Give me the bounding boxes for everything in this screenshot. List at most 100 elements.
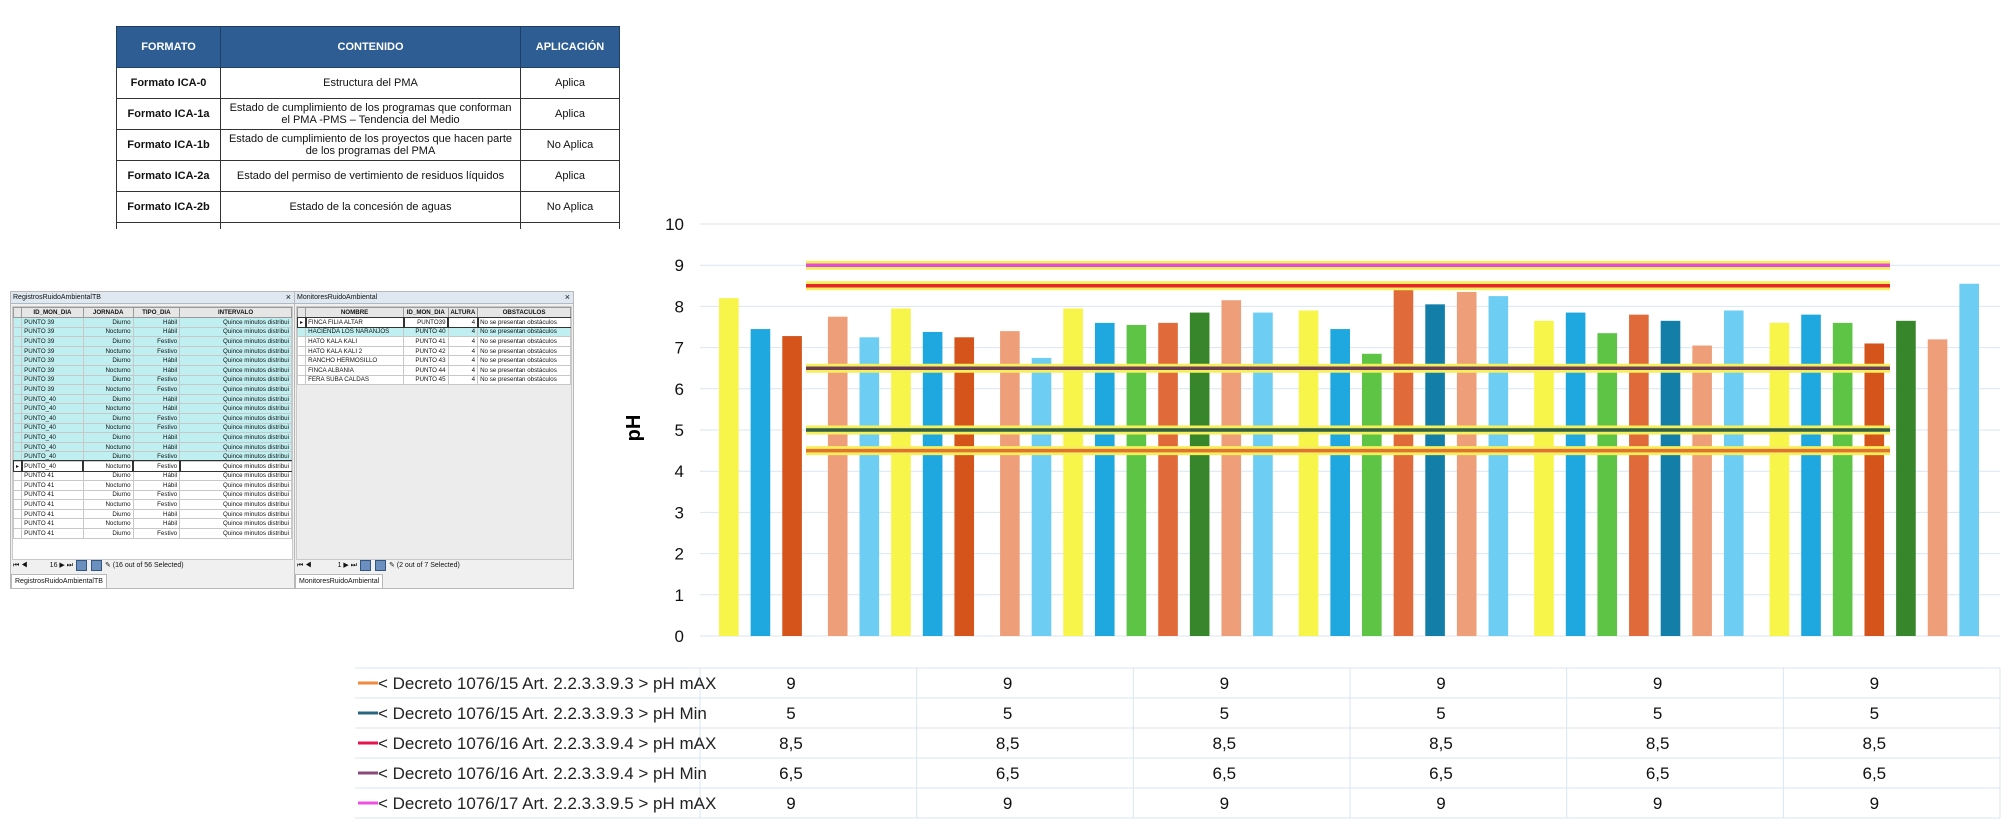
bar bbox=[1723, 310, 1744, 636]
prev-record-icon[interactable]: ◀ bbox=[21, 562, 28, 569]
last-record-icon[interactable]: ⏭ bbox=[350, 562, 358, 569]
format-table-header: FORMATO CONTENIDO APLICACIÓN bbox=[116, 26, 620, 68]
monitores-titlebar[interactable]: MonitoresRuidoAmbiental × bbox=[295, 292, 573, 304]
close-icon[interactable]: × bbox=[285, 292, 291, 302]
monitores-grid[interactable]: NOMBRE ID_MON_DIA ALTURA OBSTACULOS ▸ FIN… bbox=[296, 306, 572, 560]
bar bbox=[1221, 300, 1242, 636]
monitores-window[interactable]: MonitoresRuidoAmbiental × NOMBRE ID_MON_… bbox=[294, 291, 574, 589]
show-selected-icon[interactable] bbox=[374, 559, 386, 571]
monitores-tab[interactable]: MonitoresRuidoAmbiental bbox=[295, 574, 384, 589]
reference-lines bbox=[806, 260, 1890, 456]
table-row[interactable]: FERA SUBA CALDAS PUNTO 45 4 No se presentan… bbox=[297, 374, 571, 386]
format-code: Formato ICA-2a bbox=[116, 160, 221, 192]
series-value: 9 bbox=[1003, 674, 1012, 693]
table-cell[interactable]: FERA SUBA CALDAS bbox=[305, 374, 405, 386]
data-table: < Decreto 1076/15 Art. 2.2.3.3.9.3 > pH … bbox=[355, 667, 2001, 819]
table-row[interactable]: PUNTO_40 Nocturno Festivo Quince minutos di… bbox=[13, 422, 292, 434]
series-value: 5 bbox=[1653, 704, 1662, 723]
series-name: < Decreto 1076/17 Art. 2.2.3.3.9.5 > pH … bbox=[378, 794, 716, 813]
record-number-input[interactable]: 16 bbox=[49, 562, 58, 569]
format-row-cut bbox=[116, 222, 620, 229]
y-tick-label: 5 bbox=[675, 421, 684, 440]
row-selector[interactable] bbox=[13, 528, 23, 539]
bar bbox=[1959, 283, 1979, 636]
bar bbox=[1692, 345, 1712, 636]
bar bbox=[1126, 324, 1147, 636]
col-jornada[interactable]: JORNADA bbox=[82, 307, 134, 318]
series-value: 6,5 bbox=[1863, 764, 1887, 783]
bar bbox=[1362, 353, 1382, 636]
format-application: No Aplica bbox=[520, 129, 620, 161]
col-intervalo[interactable]: INTERVALO bbox=[179, 307, 292, 318]
col-obstaculos[interactable]: OBSTACULOS bbox=[477, 307, 571, 318]
close-icon[interactable]: × bbox=[564, 292, 570, 302]
bar bbox=[1063, 308, 1083, 636]
y-tick-label: 8 bbox=[675, 297, 684, 316]
next-record-icon[interactable]: ▶ bbox=[343, 562, 349, 569]
series-name: < Decreto 1076/16 Art. 2.2.3.3.9.4 > pH … bbox=[378, 734, 716, 753]
series-value: 9 bbox=[1003, 794, 1012, 813]
format-application: Aplica bbox=[520, 160, 620, 192]
bar bbox=[1660, 320, 1681, 636]
table-cell[interactable]: Diurno bbox=[82, 528, 134, 539]
bar bbox=[1000, 331, 1020, 636]
monitores-navigator[interactable]: ⏮ ◀ 1 ▶ ⏭ ✎ (2 out of 7 Selected) bbox=[297, 559, 460, 573]
series-value: 9 bbox=[1870, 794, 1879, 813]
show-all-icon[interactable] bbox=[76, 559, 88, 571]
format-row: Formato ICA-1a Estado de cumplimiento de … bbox=[116, 98, 620, 130]
registros-window[interactable]: RegistrosRuidoAmbientalTB × ID_MON_DIA J… bbox=[10, 291, 295, 589]
y-tick-label: 2 bbox=[675, 545, 684, 564]
bar bbox=[719, 298, 739, 636]
row-selector[interactable] bbox=[297, 374, 307, 386]
col-nombre[interactable]: NOMBRE bbox=[305, 307, 405, 318]
edit-icon[interactable]: ✎ bbox=[388, 562, 395, 569]
series-value: 5 bbox=[1870, 704, 1879, 723]
bar bbox=[1565, 312, 1586, 636]
bar bbox=[1456, 291, 1477, 636]
show-all-icon[interactable] bbox=[360, 559, 372, 571]
bar bbox=[1864, 343, 1885, 636]
series-name: < Decreto 1076/15 Art. 2.2.3.3.9.3 > pH … bbox=[378, 704, 707, 723]
table-row[interactable]: PUNTO_40 Diurno Festivo Quince minutos dist… bbox=[13, 412, 292, 424]
table-row[interactable]: PUNTO_40 Diurno Festivo Quince minutos dist… bbox=[13, 451, 292, 462]
y-tick-label: 1 bbox=[675, 586, 684, 605]
y-tick-label: 0 bbox=[675, 627, 684, 646]
selection-status: (16 out of 56 Selected) bbox=[112, 562, 184, 569]
first-record-icon[interactable]: ⏮ bbox=[13, 562, 20, 569]
table-cell[interactable]: PUNTO 45 bbox=[403, 374, 449, 386]
next-record-icon[interactable]: ▶ bbox=[59, 562, 65, 569]
table-cell[interactable]: Quince minutos distribui bbox=[179, 528, 292, 539]
series-value: 9 bbox=[1870, 674, 1879, 693]
registros-title: RegistrosRuidoAmbientalTB bbox=[13, 294, 101, 301]
edit-icon[interactable]: ✎ bbox=[104, 562, 111, 569]
table-row[interactable]: PUNTO 39 Diurno Hábil Quince minutos distri… bbox=[13, 317, 292, 328]
table-row[interactable]: PUNTO 41 Diurno Hábil Quince minutos distri… bbox=[13, 470, 292, 482]
series-name: < Decreto 1076/15 Art. 2.2.3.3.9.3 > pH … bbox=[378, 674, 716, 693]
y-tick-label: 6 bbox=[675, 380, 684, 399]
first-record-icon[interactable]: ⏮ bbox=[297, 562, 304, 569]
registros-grid[interactable]: ID_MON_DIA JORNADA TIPO_DIA INTERVALO PU… bbox=[12, 306, 293, 560]
table-cell[interactable]: No se presentan obstáculos bbox=[477, 374, 571, 386]
col-id-mon-dia[interactable]: ID_MON_DIA bbox=[403, 307, 449, 318]
last-record-icon[interactable]: ⏭ bbox=[66, 562, 74, 569]
series-value: 8,5 bbox=[1863, 734, 1887, 753]
table-row[interactable]: PUNTO 41 Diurno Festivo Quince minutos dist… bbox=[13, 528, 292, 539]
table-row[interactable]: HACIENDA LOS NARANJOS PUNTO 40 4 No se pres… bbox=[297, 326, 571, 338]
format-content: Estado de cumplimiento de los programas … bbox=[220, 98, 521, 130]
bar bbox=[1629, 314, 1649, 636]
series-value: 9 bbox=[1436, 794, 1445, 813]
prev-record-icon[interactable]: ◀ bbox=[305, 562, 312, 569]
y-tick-label: 10 bbox=[665, 215, 684, 234]
table-row[interactable]: PUNTO_40 Nocturno Hábil Quince minutos dist… bbox=[13, 403, 292, 414]
show-selected-icon[interactable] bbox=[90, 559, 102, 571]
table-row[interactable]: ▸ PUNTO_40 Nocturno Festivo Quince minutos d… bbox=[13, 460, 292, 472]
series-value: 5 bbox=[786, 704, 795, 723]
registros-tab[interactable]: RegistrosRuidoAmbientalTB bbox=[11, 574, 107, 589]
registros-navigator[interactable]: ⏮ ◀ 16 ▶ ⏭ ✎ (16 out of 56 Selected) bbox=[13, 559, 184, 573]
table-row[interactable]: PUNTO 39 Nocturno Hábil Quince minutos dist… bbox=[13, 364, 292, 376]
registros-titlebar[interactable]: RegistrosRuidoAmbientalTB × bbox=[11, 292, 294, 304]
bar bbox=[859, 337, 880, 636]
record-number-input[interactable]: 1 bbox=[337, 562, 342, 569]
header-formato: FORMATO bbox=[116, 26, 221, 68]
